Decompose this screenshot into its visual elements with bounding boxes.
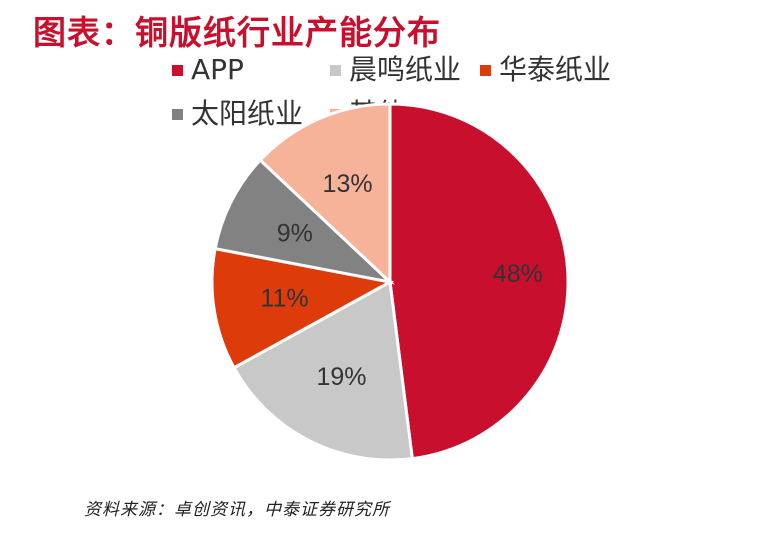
- pie-slice-chenming: [231, 279, 414, 462]
- legend-swatch: [172, 64, 183, 76]
- legend-item-huatai: 华泰纸业: [480, 54, 611, 86]
- legend-label: APP: [191, 53, 244, 86]
- slice-label-other: 13%: [323, 170, 373, 198]
- pie-slice-other: [258, 102, 392, 286]
- chart-title: 图表：铜版纸行业产能分布: [33, 13, 441, 52]
- legend-item-app: APP: [172, 54, 244, 86]
- legend-swatch: [480, 64, 491, 76]
- pie-slice-sun: [213, 158, 395, 285]
- legend-item-chenming: 晨鸣纸业: [330, 54, 461, 86]
- slice-label-app: 48%: [493, 260, 543, 288]
- slice-label-chenming: 19%: [316, 363, 366, 391]
- slice-label-sun: 9%: [277, 220, 313, 248]
- legend-label: 华泰纸业: [499, 53, 612, 86]
- legend-swatch: [172, 108, 183, 120]
- legend-label: 太阳纸业: [191, 97, 304, 130]
- pie-slice-app: [388, 102, 570, 461]
- legend-item-sun: 太阳纸业: [172, 98, 303, 130]
- slice-label-huatai: 11%: [260, 285, 308, 313]
- legend-swatch: [330, 64, 341, 76]
- legend-label: 晨鸣纸业: [349, 53, 462, 86]
- source-note: 资料来源：卓创资讯，中泰证券研究所: [84, 500, 390, 520]
- pie-slice-huatai: [210, 246, 395, 370]
